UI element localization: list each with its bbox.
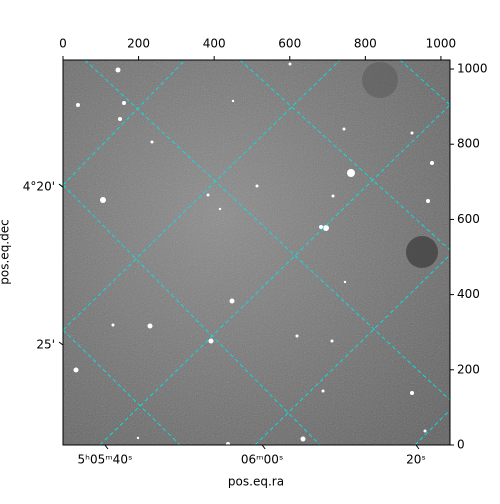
frame: [62, 59, 451, 446]
x-tick-label: 600: [278, 37, 301, 51]
y-tick-label: 400: [457, 287, 480, 301]
world-y-tick: [58, 183, 64, 188]
y-tick-label: 600: [457, 212, 480, 226]
y-axis-label: pos.eq.dec: [0, 219, 12, 284]
world-x-tick-label: 20ˢ: [406, 453, 426, 467]
y-tick-label: 200: [457, 362, 480, 376]
y-tick-label: 800: [457, 137, 480, 151]
world-y-tick: [58, 341, 64, 346]
world-x-tick: [415, 444, 420, 450]
world-x-tick: [261, 444, 266, 450]
y-tick-label: 0: [457, 438, 465, 452]
x-tick-label: 400: [203, 37, 226, 51]
image: [62, 59, 451, 446]
world-x-tick-label: 06ᵐ00ˢ: [241, 453, 284, 467]
world-x-tick-label: 5ʰ05ᵐ40ˢ: [77, 453, 132, 467]
y-tick-label: 1000: [457, 62, 488, 76]
x-tick-label: 0: [59, 37, 67, 51]
world-y-tick-label: 4°20': [23, 180, 55, 194]
world-x-tick: [104, 444, 109, 450]
world-y-tick-label: 25': [36, 337, 55, 351]
x-axis-label: pos.eq.ra: [228, 475, 284, 489]
x-tick-label: 1000: [426, 37, 457, 51]
x-tick-label: 200: [127, 37, 150, 51]
x-tick-label: 800: [354, 37, 377, 51]
